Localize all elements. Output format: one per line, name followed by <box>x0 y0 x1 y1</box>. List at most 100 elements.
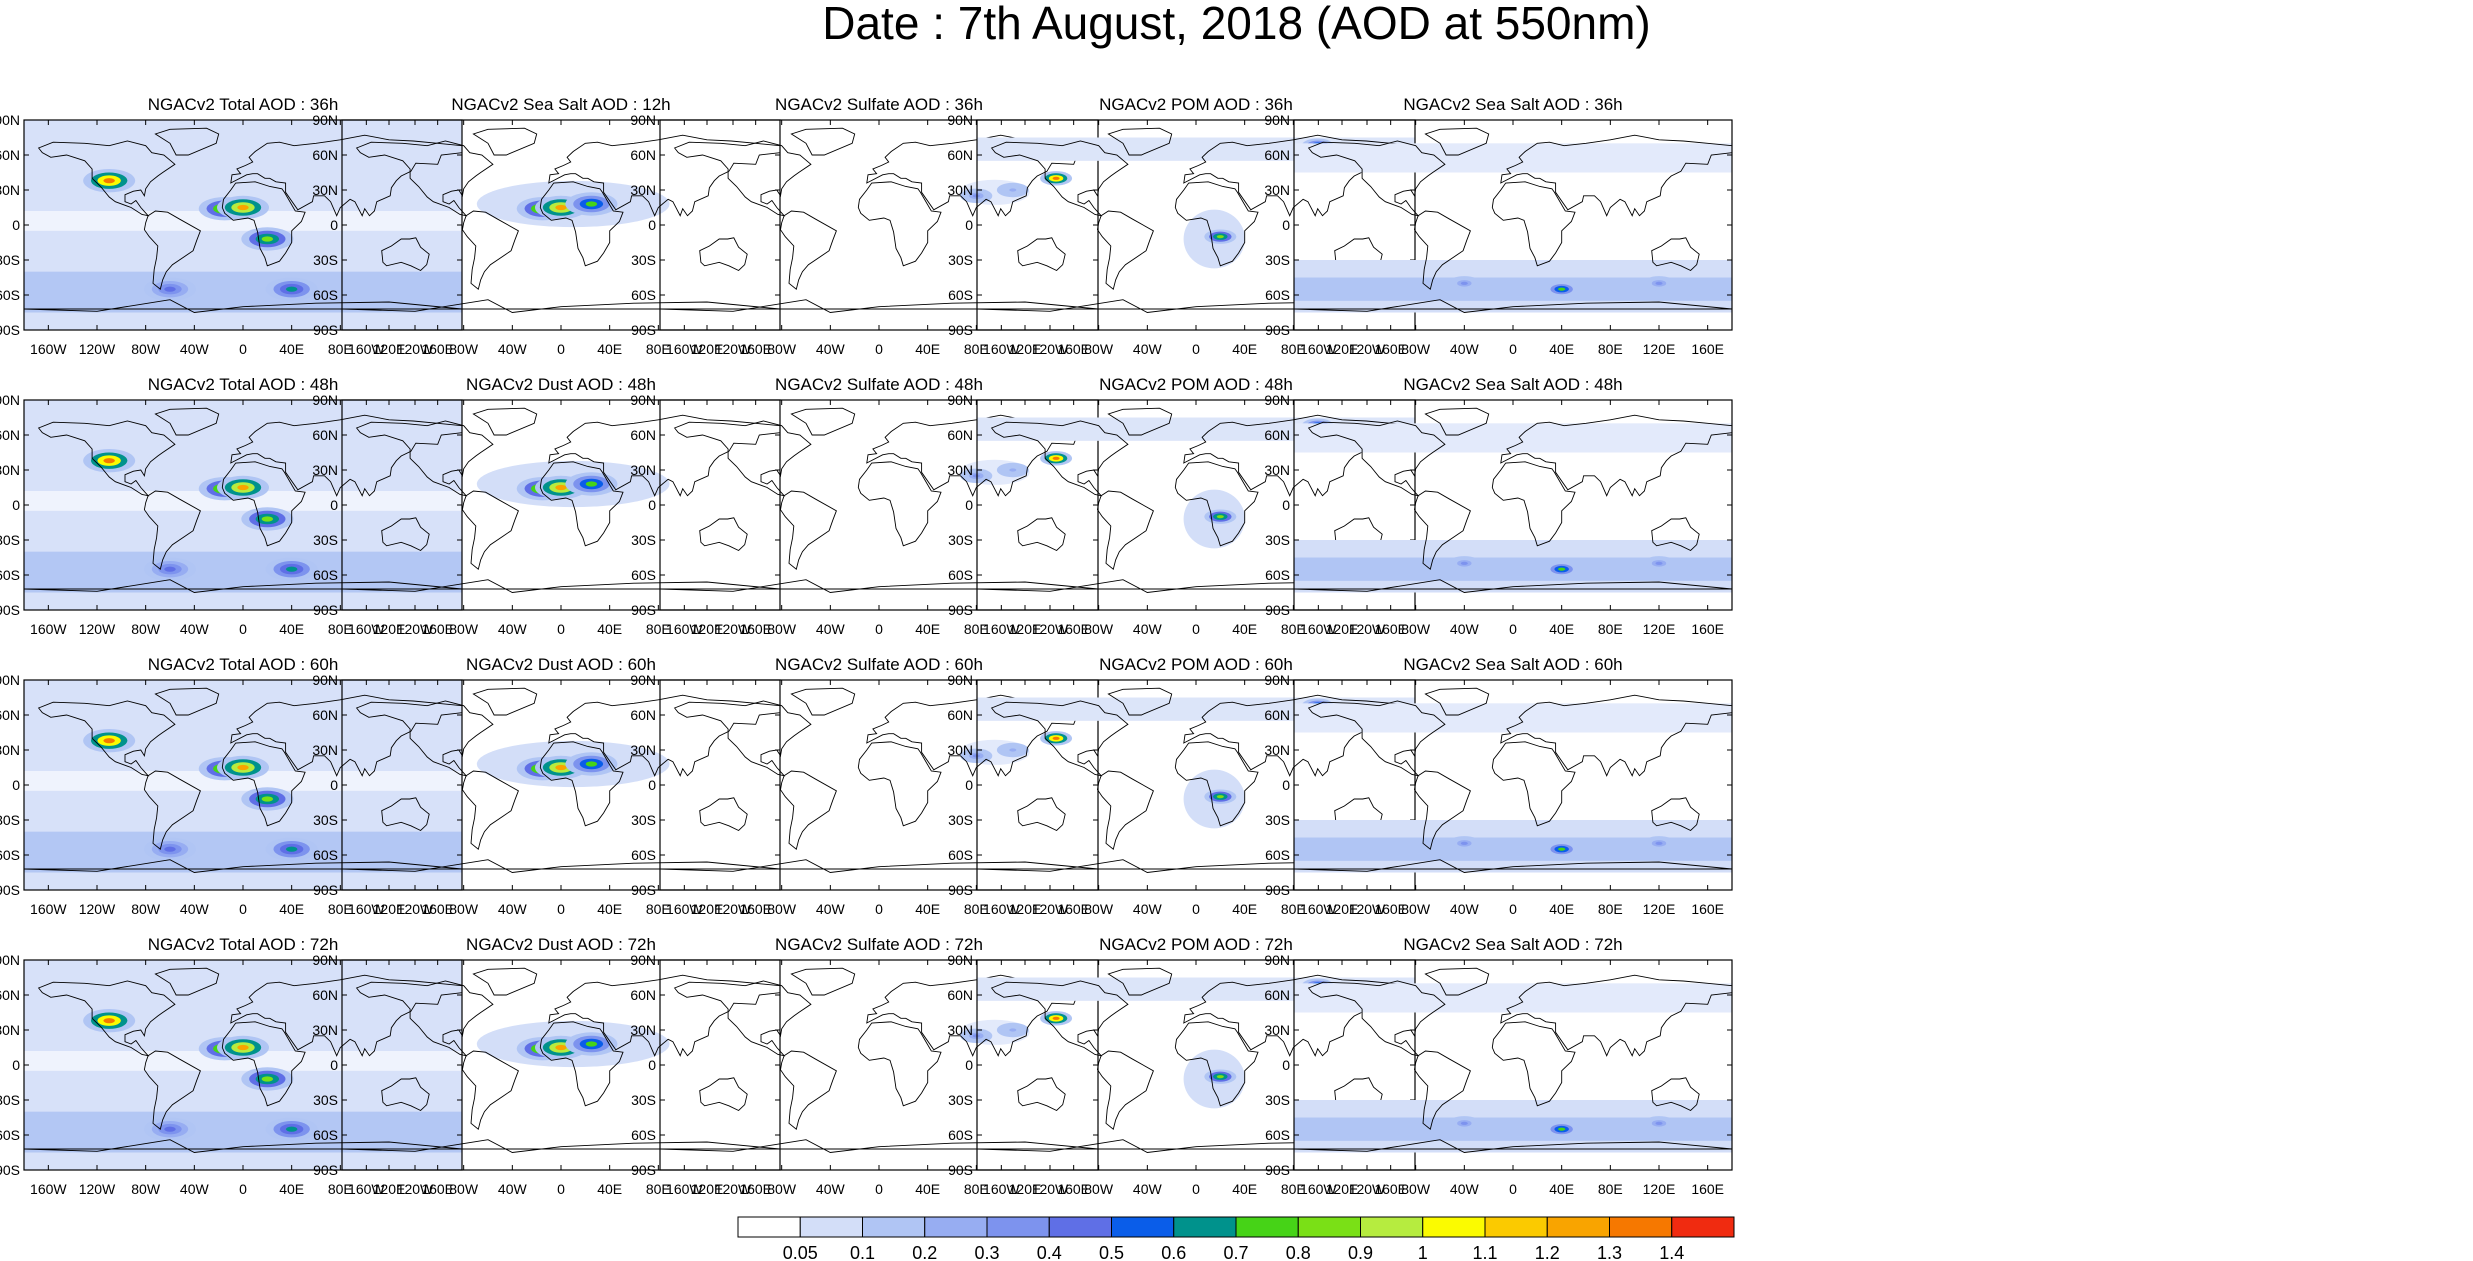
coastline <box>857 461 942 547</box>
lat-tick-label: 30N <box>0 1022 20 1038</box>
aod-blob <box>241 787 294 811</box>
lon-tick-label: 80E <box>646 1181 671 1197</box>
lon-tick-label: 40E <box>279 1181 304 1197</box>
lon-tick-label: 80W <box>1084 901 1114 917</box>
lon-tick-label: 40W <box>180 901 210 917</box>
lon-tick-label: 0 <box>557 901 565 917</box>
lat-tick-label: 90N <box>630 112 656 128</box>
coastline <box>660 299 1098 313</box>
lon-tick-label: 120W <box>1349 901 1386 917</box>
coastline <box>1651 237 1700 272</box>
lon-tick-label: 40W <box>1450 1181 1480 1197</box>
lon-tick-label: 40W <box>1450 901 1480 917</box>
coastline <box>472 127 538 156</box>
lat-tick-label: 30N <box>312 1022 338 1038</box>
aod-contour <box>1216 515 1224 519</box>
lat-tick-label: 60N <box>1264 427 1290 443</box>
lat-tick-label: 90S <box>313 1162 338 1178</box>
coastline <box>154 127 220 156</box>
lon-tick-label: 160W <box>1300 1181 1337 1197</box>
coastlines <box>24 407 462 593</box>
coastline <box>342 579 780 593</box>
coastline <box>461 1050 519 1130</box>
aod-field <box>24 400 462 610</box>
coastline <box>461 490 519 570</box>
lon-tick-label: 40E <box>915 1181 940 1197</box>
aod-contour <box>164 566 176 572</box>
lat-tick-label: 60N <box>947 147 973 163</box>
coastline <box>699 797 748 832</box>
coastline <box>1491 461 1576 547</box>
colorbar-label: 1.1 <box>1472 1243 1497 1261</box>
coastline <box>673 140 812 217</box>
aod-blob <box>1545 841 1578 857</box>
map-panel: NGACv2 Dust AOD : 48h90N60N30N030S60S90S… <box>312 375 781 637</box>
coastline <box>1107 407 1173 436</box>
aod-blob <box>217 475 269 500</box>
aod-contour <box>972 754 980 758</box>
coastline <box>230 414 462 497</box>
lon-tick-label: 0 <box>875 901 883 917</box>
coastline <box>990 420 1129 497</box>
coastline <box>1294 579 1732 593</box>
lon-tick-label: 40W <box>498 1181 528 1197</box>
lat-tick-label: 30S <box>313 532 338 548</box>
lat-tick-label: 0 <box>1282 1057 1290 1073</box>
lon-tick-label: 40W <box>816 901 846 917</box>
lat-tick-label: 0 <box>330 217 338 233</box>
lat-tick-label: 60N <box>312 427 338 443</box>
lon-tick-label: 120E <box>373 1181 406 1197</box>
lat-tick-label: 0 <box>330 777 338 793</box>
coastline <box>1307 140 1446 217</box>
coastline <box>699 237 748 272</box>
main-title: Date : 7th August, 2018 (AOD at 550nm) <box>822 0 1651 49</box>
lat-tick-label: 0 <box>12 217 20 233</box>
aod-contour <box>1216 1075 1224 1079</box>
lon-tick-label: 80W <box>767 1181 797 1197</box>
aod-blob <box>960 468 993 484</box>
lon-tick-label: 120E <box>1643 901 1676 917</box>
lon-tick-label: 120W <box>715 901 752 917</box>
aod-blob <box>144 837 196 861</box>
coastline <box>539 461 624 547</box>
lon-tick-label: 0 <box>239 621 247 637</box>
aod-blob <box>1040 451 1073 466</box>
coastline <box>472 967 538 996</box>
lon-tick-label: 160E <box>1691 1181 1724 1197</box>
lon-tick-label: 40W <box>1450 621 1480 637</box>
lon-tick-label: 80W <box>131 621 161 637</box>
aod-blob <box>1448 836 1481 851</box>
lat-tick-label: 30N <box>1264 462 1290 478</box>
lon-tick-label: 0 <box>1509 621 1517 637</box>
aod-band <box>24 831 462 873</box>
lat-tick-label: 30N <box>312 742 338 758</box>
coastlines <box>660 967 1098 1153</box>
lon-tick-label: 80W <box>131 1181 161 1197</box>
panel-title: NGACv2 Sulfate AOD : 48h <box>775 375 983 394</box>
lon-tick-label: 120E <box>1643 1181 1676 1197</box>
coastline <box>230 134 462 217</box>
lon-tick-label: 160E <box>1374 1181 1407 1197</box>
aod-blob <box>241 1067 294 1091</box>
lat-tick-label: 60S <box>631 847 656 863</box>
colorbar-label: 0.05 <box>783 1243 818 1261</box>
lon-tick-label: 120W <box>1349 1181 1386 1197</box>
lat-tick-label: 60S <box>1265 1127 1290 1143</box>
lat-tick-label: 30S <box>0 532 20 548</box>
aod-field <box>24 680 462 890</box>
coastline <box>1097 490 1154 570</box>
coastline <box>790 407 856 436</box>
map-panel: NGACv2 Total AOD : 60h90N60N30N030S60S90… <box>0 655 463 917</box>
aod-blob <box>265 277 318 301</box>
lon-tick-label: 80E <box>964 901 989 917</box>
coastline <box>355 140 494 217</box>
panel-title: NGACv2 Sea Salt AOD : 36h <box>1403 95 1622 114</box>
panel-title: NGACv2 Total AOD : 60h <box>148 655 339 674</box>
coastline <box>37 420 176 497</box>
map-panel: NGACv2 Total AOD : 72h90N60N30N030S60S90… <box>0 935 463 1197</box>
lon-tick-label: 40W <box>180 1181 210 1197</box>
aod-contour <box>1655 561 1663 565</box>
lat-tick-label: 90N <box>312 392 338 408</box>
lon-tick-label: 0 <box>557 1181 565 1197</box>
coastline <box>1491 1021 1576 1107</box>
